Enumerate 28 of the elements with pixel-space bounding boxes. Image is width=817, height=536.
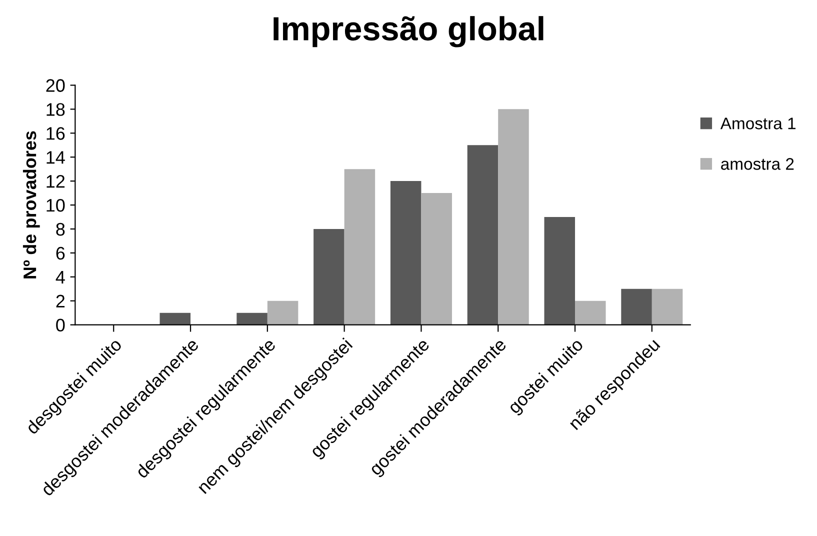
chart-title: Impressão global: [274, 16, 544, 48]
y-tick-label: 4: [56, 271, 65, 284]
y-tick-label: 2: [56, 294, 65, 308]
bar: [652, 288, 683, 325]
y-tick-label: 6: [56, 246, 65, 260]
bar: [344, 169, 376, 325]
bar: [621, 288, 652, 325]
legend-label: Amostra 1: [720, 118, 796, 130]
y-tick-label: 14: [46, 151, 65, 164]
y-axis-title: Nº de provadores: [22, 131, 40, 278]
bar: [575, 300, 606, 325]
y-tick-label: 18: [46, 103, 65, 116]
bar: [236, 312, 268, 325]
bar: [498, 109, 529, 325]
bar: [544, 217, 576, 325]
bar: [314, 228, 344, 325]
bar: [421, 193, 452, 325]
y-tick-label: 0: [56, 318, 65, 332]
bar: [467, 145, 498, 325]
bar: [267, 300, 298, 325]
y-tick-label: 12: [46, 174, 65, 188]
y-tick-label: 20: [46, 79, 65, 92]
legend-label: amostra 2: [721, 158, 794, 170]
bar: [160, 312, 191, 325]
y-tick-label: 10: [46, 198, 65, 212]
y-tick-label: 16: [46, 127, 65, 140]
bar: [390, 181, 422, 325]
y-tick-label: 8: [56, 222, 65, 236]
